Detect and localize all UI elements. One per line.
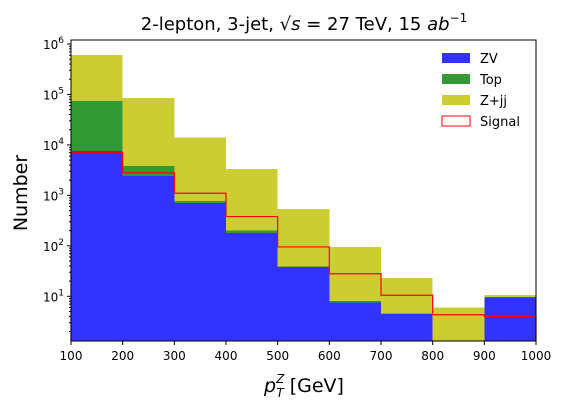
legend-label-top: Top [479, 73, 502, 88]
x-tick-label: 700 [370, 349, 393, 363]
bar-zv [381, 313, 433, 341]
xlabel-rest: [GeV] [284, 375, 344, 397]
x-tick-label: 600 [318, 349, 341, 363]
y-tick-label: 101 [43, 288, 64, 304]
x-tick-label: 400 [215, 349, 238, 363]
legend-swatch-z-jj [442, 95, 470, 105]
title-var: s [291, 14, 300, 35]
signal-line [70, 152, 537, 341]
xlabel-sub: T [276, 386, 285, 400]
legend-label-zv: ZV [480, 52, 498, 67]
bar-z-jj [432, 307, 485, 341]
x-tick-label: 100 [60, 349, 83, 363]
y-tick-label: 102 [43, 238, 64, 254]
title-prefix: 2-lepton, 3-jet, [141, 14, 280, 35]
legend: ZV Top Z+jj Signal [441, 52, 520, 130]
x-tick-label: 1000 [521, 349, 552, 363]
signal-layer [70, 152, 537, 341]
legend-swatch-top [442, 74, 470, 84]
y-tick-label: 105 [43, 86, 64, 102]
legend-swatch-zv [442, 53, 470, 63]
bar-zv [71, 151, 123, 341]
bar-zv [226, 232, 278, 341]
legend-label-signal: Signal [480, 115, 520, 130]
y-tick-label: 103 [43, 187, 64, 203]
bar-zv [174, 203, 226, 341]
bar-zv [277, 267, 330, 341]
plot-area [71, 55, 536, 342]
x-axis-ticks: 100 200 300 400 500 600 700 800 900 1000 [60, 341, 552, 363]
bar-zv [484, 297, 536, 341]
title-sqrt: √ [280, 14, 292, 35]
axes-frame [70, 39, 537, 342]
x-tick-label: 200 [111, 349, 134, 363]
title-exp: −1 [450, 11, 468, 25]
x-tick-label: 900 [473, 349, 496, 363]
title-unit: ab [427, 14, 449, 35]
chart-title: 2-lepton, 3-jet, √s = 27 TeV, 15 ab−1 [141, 11, 468, 35]
x-tick-label: 300 [163, 349, 186, 363]
y-tick-label: 106 [43, 36, 64, 52]
y-axis-ticks: 101 102 103 104 105 106 [43, 36, 71, 333]
xlabel-p: p [263, 375, 276, 397]
legend-label-z-jj: Z+jj [480, 94, 507, 109]
legend-swatch-signal [441, 115, 471, 127]
bar-zv [122, 176, 175, 341]
x-tick-label: 800 [421, 349, 444, 363]
bar-zv [329, 302, 381, 341]
x-tick-label: 500 [266, 349, 289, 363]
y-axis-label: Number [10, 155, 32, 232]
x-axis-label: pZ T [GeV] [263, 372, 344, 400]
title-eq: = 27 TeV, 15 [301, 14, 428, 35]
y-tick-label: 104 [43, 137, 64, 153]
xlabel-sup: Z [275, 372, 285, 386]
